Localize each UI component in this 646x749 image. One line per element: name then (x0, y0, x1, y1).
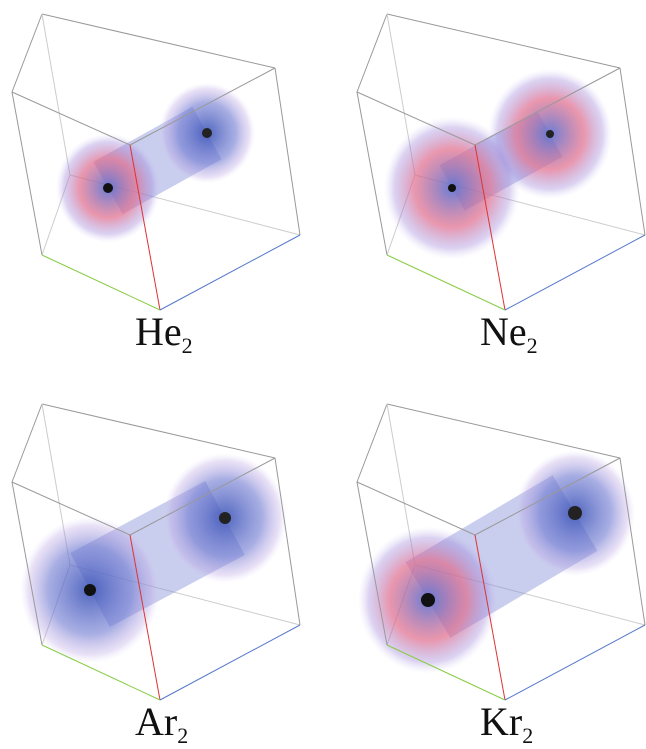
cube-edge (387, 404, 620, 458)
subscript: 2 (182, 333, 193, 358)
element-symbol: He (135, 309, 182, 354)
nucleus (219, 512, 231, 524)
cube-edge (12, 404, 42, 482)
figure: He2Ne2Ar2Kr2 (0, 0, 646, 749)
cube-edge (12, 92, 42, 255)
subscript: 2 (177, 723, 188, 748)
nucleus (568, 506, 582, 520)
nucleus (421, 593, 435, 607)
cube-edge (160, 235, 300, 310)
panel: Ar2 (12, 404, 300, 748)
panel-label: Ne2 (480, 309, 538, 358)
element-symbol: Kr (480, 699, 522, 744)
cube-edge (387, 255, 505, 310)
cube-edge (42, 255, 160, 310)
cube-edge (42, 14, 70, 175)
cube-edge (505, 235, 645, 310)
cube-edge (275, 68, 300, 235)
cube-edge (357, 92, 387, 255)
element-symbol: Ne (480, 309, 527, 354)
panel-label: Ar2 (135, 699, 188, 748)
element-symbol: Ar (135, 699, 177, 744)
cube-edge (620, 68, 645, 235)
cube-edge (357, 404, 387, 482)
nucleus (202, 128, 212, 138)
panel-label: Kr2 (480, 699, 533, 748)
cube-edge (12, 14, 42, 92)
cube-edge (12, 92, 130, 145)
panel: Kr2 (357, 404, 645, 748)
cube-edge (387, 14, 620, 68)
nucleus (84, 584, 96, 596)
cube-edge (42, 14, 275, 68)
subscript: 2 (527, 333, 538, 358)
cube-edge (505, 625, 645, 700)
panel-label: He2 (135, 309, 193, 358)
subscript: 2 (522, 723, 533, 748)
nucleus (546, 130, 554, 138)
cube-edge (357, 482, 475, 535)
panel: He2 (12, 14, 300, 358)
panel: Ne2 (357, 14, 645, 358)
cube-edge (357, 14, 387, 92)
nucleus (103, 183, 113, 193)
cube-edge (42, 404, 275, 458)
cube-edge (160, 625, 300, 700)
nucleus (448, 184, 456, 192)
